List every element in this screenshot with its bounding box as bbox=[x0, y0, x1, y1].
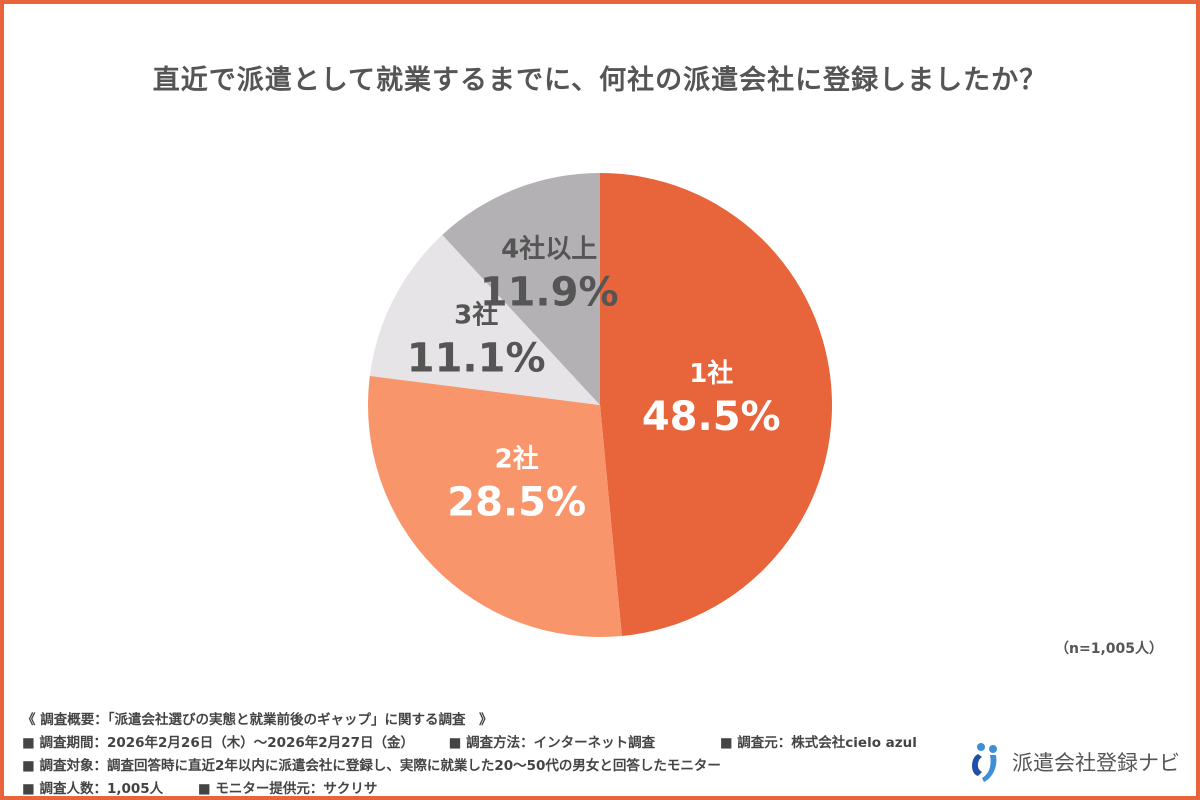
logo-text: 派遣会社登録ナビ bbox=[1012, 751, 1180, 775]
survey-provider: ■ モニター提供元：サクリサ bbox=[197, 781, 378, 797]
pie-slice-4 bbox=[442, 173, 600, 405]
survey-target: ■ 調査対象：調査回答時に直近2年以内に派遣会社に登録し、実際に就業した20～5… bbox=[22, 758, 721, 774]
sample-size-note: （n=1,005人） bbox=[1055, 641, 1163, 657]
chart-title: 直近で派遣として就業するまでに、何社の派遣会社に登録しましたか？ bbox=[152, 65, 1048, 96]
slice-category-label: 4社以上 bbox=[501, 233, 597, 264]
slice-value-label: 11.1% bbox=[407, 335, 546, 381]
survey-count: ■ 調査人数：1,005人 bbox=[22, 781, 164, 797]
survey-heading: 《 調査概要：「派遣会社選びの実態と就業前後のギャップ」に関する調査 》 bbox=[22, 712, 493, 728]
survey-period: ■ 調査期間：2026年2月26日（木）～2026年2月27日（金） bbox=[22, 735, 414, 751]
logo-mark-icon bbox=[972, 743, 997, 782]
slice-category-label: 2社 bbox=[495, 444, 539, 475]
slice-category-label: 1社 bbox=[689, 358, 733, 389]
pie-slice-3 bbox=[369, 234, 600, 405]
survey-source: ■ 調査元：株式会社cielo azul bbox=[719, 735, 917, 751]
slice-value-label: 28.5% bbox=[447, 480, 586, 526]
survey-row-1: ■ 調査期間：2026年2月26日（木）～2026年2月27日（金） ■ 調査方… bbox=[22, 731, 947, 751]
pie-slice-2 bbox=[368, 375, 622, 638]
slice-value-label: 11.9% bbox=[480, 269, 619, 315]
slice-category-label: 3社 bbox=[454, 299, 498, 330]
survey-method: ■ 調査方法：インターネット調査 bbox=[448, 735, 656, 751]
logo: 派遣会社登録ナビ bbox=[968, 742, 1180, 782]
slice-value-label: 48.5% bbox=[642, 394, 781, 440]
pie-slice-1 bbox=[600, 172, 833, 636]
survey-row-3: ■ 調査人数：1,005人 ■ モニター提供元：サクリサ bbox=[22, 777, 407, 797]
